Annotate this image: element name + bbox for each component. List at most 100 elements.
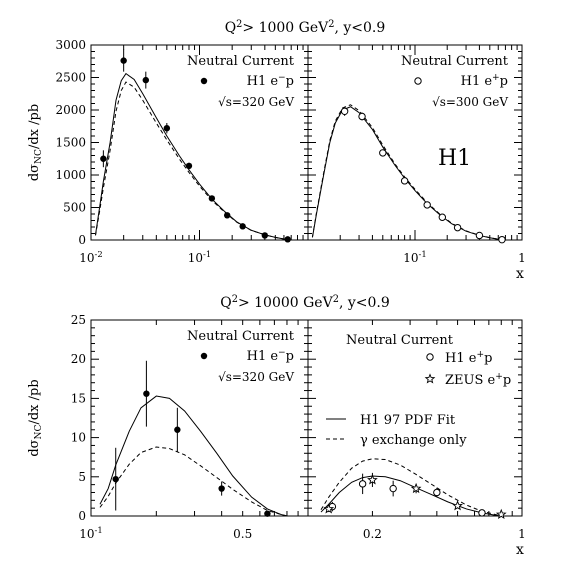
chart-title: Q2> 10000 GeV2, y<0.9 — [220, 294, 390, 311]
legend-marker — [414, 77, 422, 85]
h1-data-point — [120, 57, 127, 64]
fit-curve — [99, 395, 288, 517]
x-tick-label: 10-1 — [403, 249, 426, 265]
zeus-data-point — [495, 508, 507, 519]
h1-data-point — [264, 510, 271, 517]
legend-entry: ZEUS e+p — [445, 372, 511, 388]
gamma-exchange-curve — [99, 446, 288, 517]
panel-1-1: 10-2 10-1 Neutral Current H1 e−p √s=320 GeV — [79, 44, 309, 265]
legend-marker — [426, 353, 434, 361]
x-tick-label: 1 — [518, 527, 526, 541]
y-tick-label: 1500 — [55, 136, 86, 150]
legend-title: Neutral Current — [401, 54, 509, 69]
plot-frame — [307, 319, 523, 517]
chart-row-2: Q2> 10000 GeV2, y<0.9 dσNC/dx /pb 0 5 10 15 20… — [27, 294, 526, 558]
h1-data-point — [438, 213, 447, 221]
legend-entry: H1 97 PDF Fit — [360, 413, 456, 428]
y-tick-label: 3000 — [55, 38, 86, 52]
h1-data-point — [433, 488, 441, 497]
h1-logo: H1 — [438, 146, 471, 171]
x-tick-label: 1 — [518, 251, 526, 265]
h1-data-point — [142, 76, 150, 84]
x-tick-label: 0.5 — [233, 527, 252, 541]
h1-data-point — [284, 236, 291, 243]
h1-data-point — [389, 484, 397, 493]
fit-curve — [311, 106, 503, 241]
fit-curve — [94, 72, 288, 241]
legend-title: Neutral Current — [187, 329, 295, 344]
legend-title: Neutral Current — [187, 54, 295, 69]
panel-2-2: 0.2 1 Neutral Current H1 e+p ZEUS e+p H1 97 P… — [307, 319, 526, 541]
legend-entry: H1 e+p — [461, 73, 508, 89]
y-tick-label: 0 — [78, 233, 86, 247]
h1-data-point — [163, 125, 171, 132]
legend-energy: √s=320 GeV — [218, 370, 294, 384]
y-tick-label: 2000 — [55, 103, 86, 117]
h1-data-point — [208, 195, 216, 202]
x-tick-label: 0.2 — [363, 527, 382, 541]
panel-2-1: 10-1 0.5 Neutral Current H1 e−p √s=320 GeV — [79, 319, 309, 541]
h1-data-point — [423, 201, 431, 209]
h1-data-point — [340, 107, 349, 116]
fit-curve — [320, 475, 502, 517]
h1-data-point — [358, 480, 367, 488]
y-tick-label: 1000 — [55, 168, 86, 182]
legend-entry: H1 e−p — [247, 348, 294, 364]
legend-energy: √s=320 GeV — [218, 95, 294, 109]
h1-data-point — [358, 112, 366, 121]
zeus-data-point — [323, 503, 335, 514]
h1-data-point — [218, 485, 225, 492]
y-tick-label: 5 — [78, 470, 86, 484]
x-tick-label: 10-2 — [79, 249, 102, 265]
y-tick-label: 15 — [71, 391, 86, 405]
h1-data-point — [100, 155, 107, 162]
legend: Neutral Current H1 e−p √s=320 GeV — [187, 54, 295, 109]
gamma-exchange-curve — [320, 458, 502, 517]
zeus-data-point — [452, 500, 463, 511]
h1-data-point — [112, 475, 119, 483]
y-tick-label: 25 — [71, 313, 86, 327]
legend-energy: √s=300 GeV — [432, 95, 508, 109]
legend: Neutral Current H1 e−p √s=320 GeV — [187, 329, 295, 384]
h1-data-point — [475, 231, 484, 240]
x-tick-label: 10-1 — [79, 525, 102, 541]
x-tick-label: 10-1 — [188, 249, 211, 265]
h1-data-point — [379, 149, 387, 157]
y-tick-label: 10 — [71, 431, 86, 445]
y-axis-label: dσNC/dx /pb — [27, 104, 44, 181]
h1-data-point — [143, 390, 150, 397]
legend-title: Neutral Current — [346, 333, 454, 348]
gamma-exchange-curve — [311, 104, 503, 241]
y-axis-label: dσNC/dx /pb — [27, 379, 44, 456]
h1-data-point — [223, 212, 231, 219]
chart-title: Q2> 1000 GeV2, y<0.9 — [225, 19, 386, 36]
h1-data-point — [239, 223, 246, 230]
legend: Neutral Current H1 e+p ZEUS e+p H1 97 PDF F… — [326, 333, 511, 448]
y-tick-label: 2500 — [55, 71, 86, 85]
zeus-data-point — [367, 474, 378, 485]
h1-data-point — [174, 426, 181, 433]
h1-data-point — [498, 235, 506, 244]
h1-data-point — [185, 162, 193, 170]
zeus-data-point — [410, 482, 422, 494]
x-axis-label: x — [516, 542, 524, 558]
legend-entry: γ exchange only — [360, 433, 467, 448]
x-axis-label: x — [516, 266, 524, 282]
gamma-exchange-curve — [94, 81, 288, 241]
legend: Neutral Current H1 e+p √s=300 GeV — [401, 54, 509, 109]
h1-data-point — [261, 232, 269, 239]
y-tick-label: 500 — [63, 201, 86, 215]
legend-marker — [424, 373, 436, 384]
legend-entry: H1 e−p — [247, 73, 294, 89]
h1-data-point — [400, 177, 409, 185]
y-tick-label: 0 — [78, 509, 86, 523]
h1-data-point — [478, 509, 486, 517]
h1-data-point — [453, 223, 462, 232]
panel-1-2: 10-1 1 Neutral Current H1 e+p √s=300 GeV H1 — [307, 44, 526, 265]
legend-marker — [200, 77, 208, 85]
legend-marker — [200, 352, 208, 360]
legend-entry: H1 e+p — [445, 350, 492, 366]
y-tick-label: 20 — [71, 352, 86, 366]
